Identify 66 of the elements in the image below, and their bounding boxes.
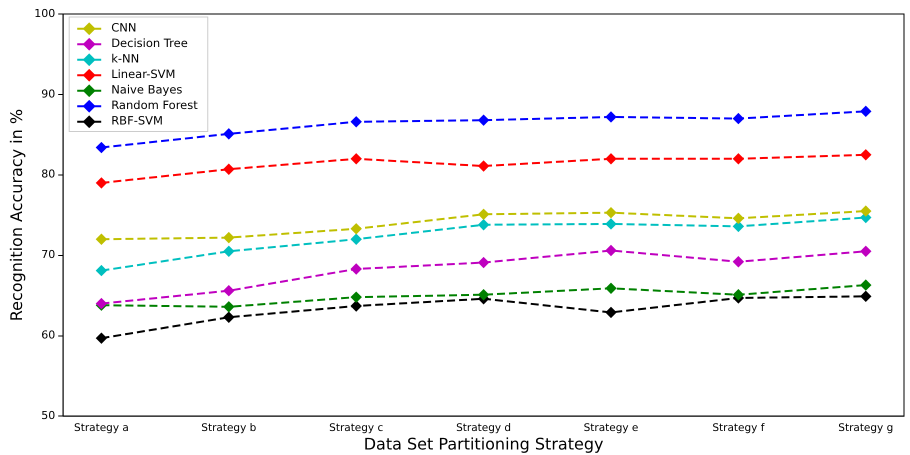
x-tick-label: Strategy a: [74, 422, 129, 434]
x-tick-label: Strategy e: [584, 422, 638, 434]
point: [350, 234, 362, 245]
legend-label: Linear-SVM: [111, 67, 176, 82]
x-tick-label: Strategy b: [201, 422, 257, 434]
point: [860, 149, 872, 160]
point: [223, 285, 234, 296]
point: [350, 116, 362, 128]
y-tick-label: 100: [34, 6, 56, 20]
point: [732, 220, 744, 232]
point: [732, 256, 744, 268]
point: [350, 292, 362, 303]
point: [860, 106, 872, 117]
legend-label: Random Forest: [111, 98, 198, 112]
point: [350, 300, 362, 312]
point: [605, 153, 616, 164]
x-axis-title: Data Set Partitioning Strategy: [364, 434, 604, 454]
point: [478, 160, 490, 172]
y-tick-label: 90: [41, 87, 56, 100]
point: [96, 332, 107, 344]
point: [223, 312, 234, 323]
x-tick-label: Strategy d: [456, 422, 512, 434]
point: [350, 223, 362, 234]
point: [732, 289, 744, 300]
point: [860, 206, 872, 217]
legend-label: Naive Bayes: [111, 82, 182, 97]
point: [96, 265, 107, 276]
point: [96, 177, 107, 188]
point: [605, 207, 616, 218]
point: [478, 257, 490, 268]
point: [605, 111, 616, 122]
point: [223, 164, 234, 175]
point: [860, 280, 872, 291]
legend-label: Decision Tree: [111, 36, 188, 50]
legend-label: RBF-SVM: [111, 114, 163, 128]
point: [605, 306, 616, 318]
y-tick-label: 50: [41, 409, 56, 422]
y-axis-title: Recognition Accuracy in %: [6, 108, 26, 322]
point: [223, 232, 234, 244]
point: [96, 234, 107, 245]
point: [478, 114, 490, 126]
point: [860, 290, 872, 302]
point: [223, 301, 234, 312]
x-tick-label: Strategy c: [329, 422, 384, 434]
y-tick-label: 80: [41, 168, 56, 181]
legend-label: k-NN: [111, 52, 140, 66]
point: [223, 246, 234, 257]
point: [605, 218, 616, 230]
point: [478, 219, 490, 230]
point: [605, 244, 616, 256]
x-tick-label: Strategy f: [712, 422, 765, 434]
point: [350, 263, 362, 274]
y-tick-label: 60: [41, 328, 56, 342]
y-tick-label: 70: [41, 248, 56, 262]
point: [223, 128, 234, 140]
point: [96, 142, 107, 154]
legend-label: CNN: [111, 20, 136, 35]
x-tick-label: Strategy g: [838, 422, 894, 434]
point: [732, 212, 744, 224]
point: [860, 246, 872, 257]
point: [605, 282, 616, 294]
point: [350, 153, 362, 164]
point: [732, 153, 744, 164]
point: [732, 113, 744, 124]
point: [478, 208, 490, 220]
point: [478, 289, 490, 300]
